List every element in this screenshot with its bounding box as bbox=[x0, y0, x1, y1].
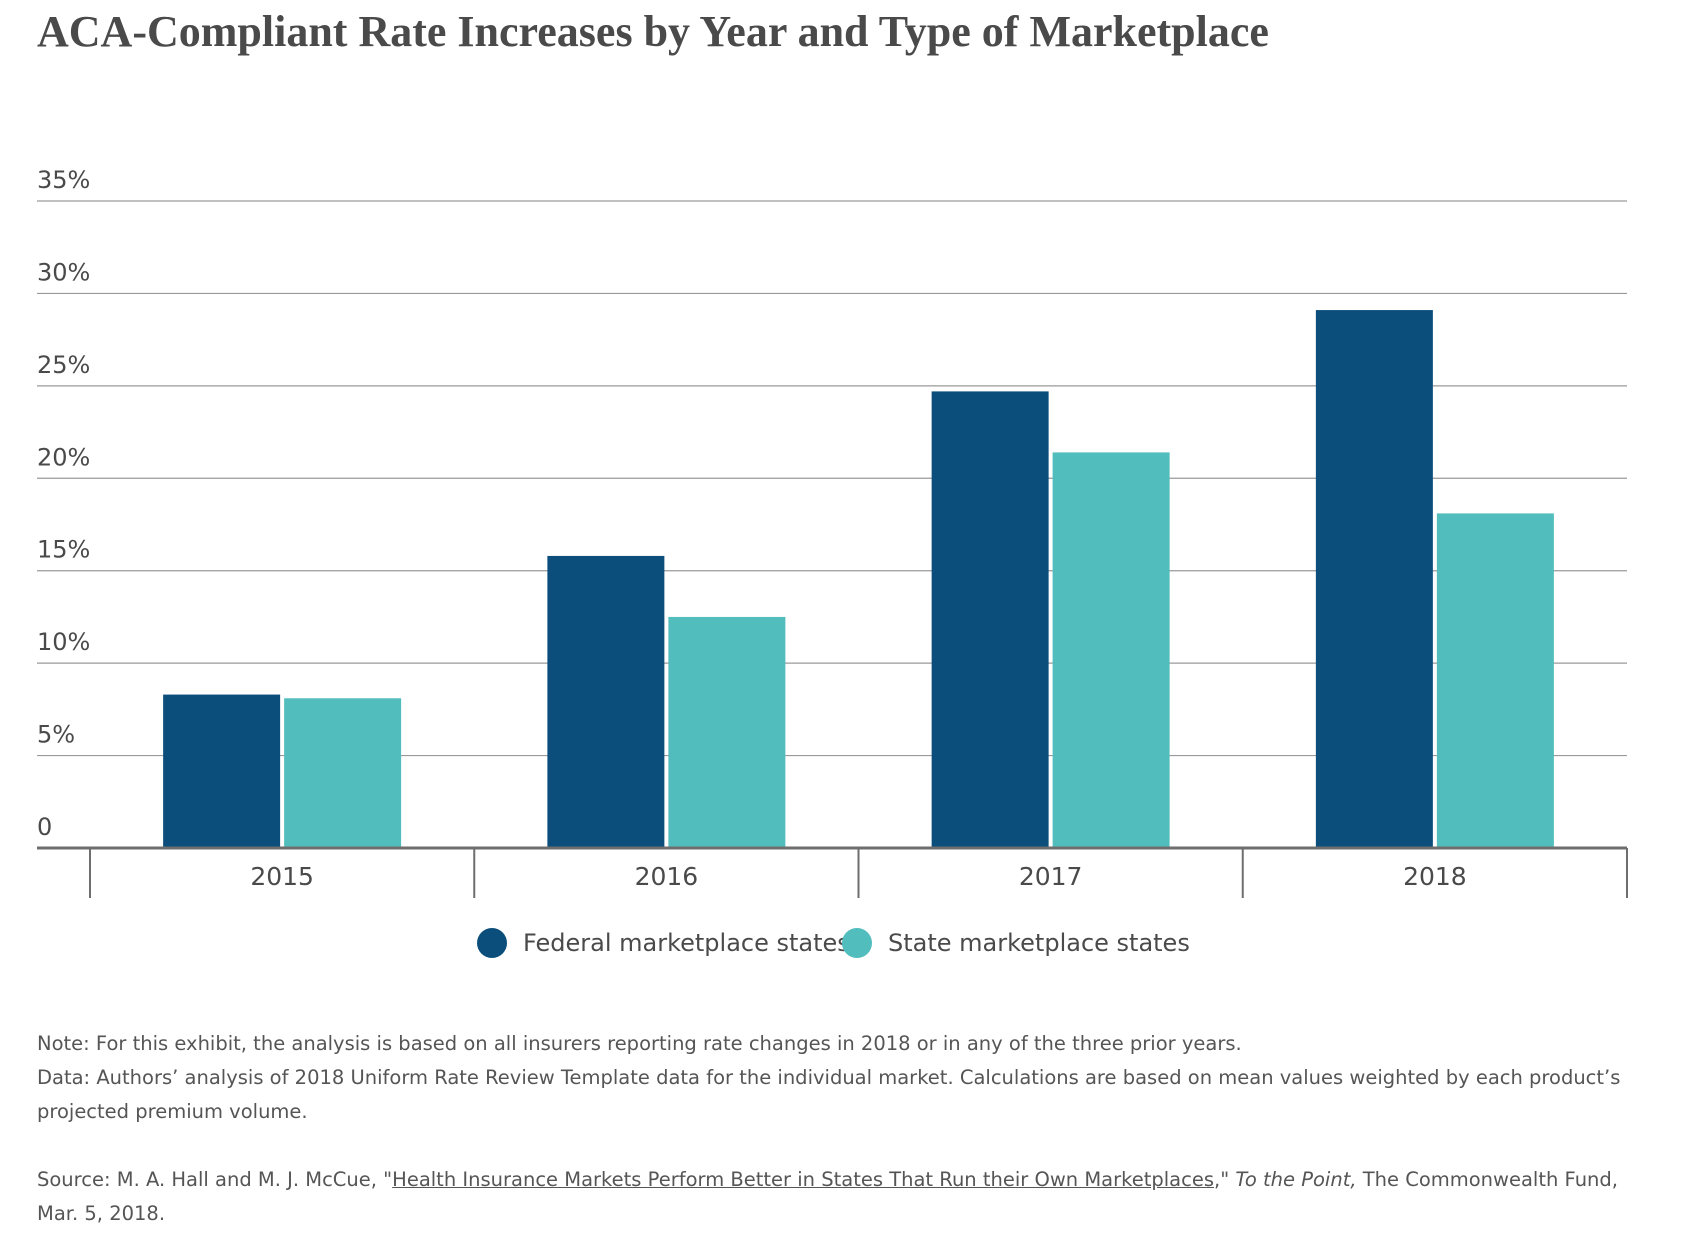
x-tick-label-2018: 2018 bbox=[1403, 862, 1467, 891]
bar-federal-2015 bbox=[163, 694, 281, 848]
legend-item-state: State marketplace states bbox=[842, 928, 1190, 958]
y-tick-label-25: 25% bbox=[37, 351, 90, 379]
y-tick-label-30: 30% bbox=[37, 258, 90, 286]
legend-swatch-federal bbox=[477, 928, 507, 958]
x-tick-label-2017: 2017 bbox=[1019, 862, 1083, 891]
data-text: Data: Authors’ analysis of 2018 Uniform … bbox=[37, 1066, 1621, 1123]
bar-federal-2016 bbox=[547, 555, 665, 848]
bar-federal-2018 bbox=[1315, 310, 1433, 849]
x-tick-label-2016: 2016 bbox=[635, 862, 699, 891]
y-tick-label-0: 0 bbox=[37, 813, 52, 841]
bar-chart: 0 5% 10% 15% 20% 25% 30% 35% 2015 2016 2017 2018 bbox=[37, 166, 1628, 898]
legend-label-federal: Federal marketplace states bbox=[523, 929, 850, 957]
bar-state-2018 bbox=[1436, 513, 1554, 848]
y-tick-label-5: 5% bbox=[37, 721, 75, 749]
y-tick-label-10: 10% bbox=[37, 628, 90, 656]
legend-label-state: State marketplace states bbox=[888, 929, 1190, 957]
bar-federal-2017 bbox=[931, 391, 1049, 848]
source-article-link[interactable]: Health Insurance Markets Perform Better … bbox=[392, 1168, 1215, 1191]
source-mid: ," bbox=[1214, 1168, 1236, 1191]
bar-state-2015 bbox=[284, 698, 402, 848]
source-text: Source: M. A. Hall and M. J. McCue, "Hea… bbox=[37, 1163, 1637, 1231]
legend-item-federal: Federal marketplace states bbox=[477, 928, 850, 958]
note-text: Note: For this exhibit, the analysis is … bbox=[37, 1032, 1242, 1055]
y-tick-label-15: 15% bbox=[37, 536, 90, 564]
x-tick-label-2015: 2015 bbox=[250, 862, 314, 891]
bar-state-2016 bbox=[668, 616, 786, 848]
source-prefix: Source: M. A. Hall and M. J. McCue, " bbox=[37, 1168, 393, 1191]
chart-title: ACA-Compliant Rate Increases by Year and… bbox=[37, 7, 1269, 56]
chart-legend: Federal marketplace states State marketp… bbox=[0, 928, 1684, 968]
chart-notes: Note: For this exhibit, the analysis is … bbox=[37, 1027, 1637, 1231]
legend-swatch-state bbox=[842, 928, 872, 958]
y-tick-label-35: 35% bbox=[37, 166, 90, 194]
source-publication: To the Point, bbox=[1235, 1168, 1357, 1191]
y-tick-label-20: 20% bbox=[37, 443, 90, 471]
bar-state-2017 bbox=[1052, 452, 1170, 848]
source-suffix: The Commonwealth Fund, Mar. 5, 2018. bbox=[37, 1168, 1618, 1225]
